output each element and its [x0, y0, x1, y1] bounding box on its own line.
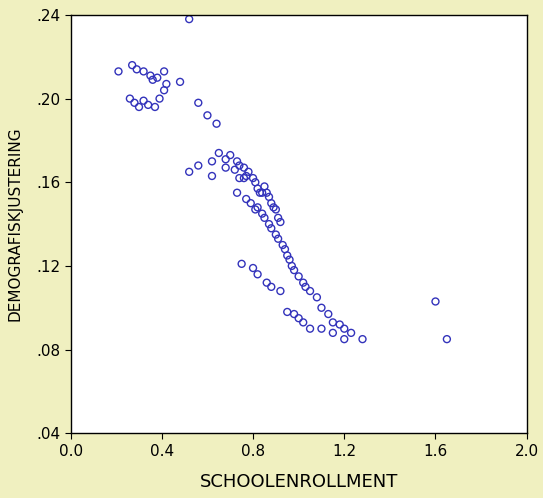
Point: [272, 206, 280, 214]
Point: [128, 61, 136, 69]
Point: [144, 101, 153, 109]
Point: [301, 283, 310, 291]
Point: [264, 220, 273, 228]
Point: [214, 149, 223, 157]
Point: [130, 99, 139, 107]
Point: [287, 262, 296, 270]
Point: [262, 279, 271, 287]
Point: [242, 195, 250, 203]
Point: [281, 245, 289, 253]
Point: [340, 335, 349, 343]
Point: [146, 72, 155, 80]
Point: [194, 161, 203, 169]
Point: [317, 325, 326, 333]
Point: [150, 103, 159, 111]
Point: [299, 318, 307, 326]
Point: [443, 335, 451, 343]
Point: [135, 103, 143, 111]
Point: [235, 161, 244, 169]
Point: [267, 283, 276, 291]
Point: [160, 67, 168, 75]
Point: [148, 76, 157, 84]
Point: [274, 235, 282, 243]
Point: [230, 166, 239, 174]
Point: [290, 310, 299, 318]
Point: [340, 325, 349, 333]
Point: [431, 297, 440, 305]
Point: [244, 168, 253, 176]
Point: [207, 157, 216, 165]
Point: [324, 310, 333, 318]
Point: [242, 172, 250, 180]
Point: [251, 206, 260, 214]
Point: [132, 65, 141, 73]
Point: [162, 80, 171, 88]
Point: [256, 189, 264, 197]
Point: [139, 67, 148, 75]
Point: [264, 193, 273, 201]
Point: [299, 279, 307, 287]
Point: [258, 210, 267, 218]
Point: [160, 86, 168, 94]
Point: [185, 168, 193, 176]
Point: [235, 174, 244, 182]
Point: [279, 241, 287, 249]
Point: [306, 325, 314, 333]
Point: [194, 99, 203, 107]
Point: [114, 67, 123, 75]
Point: [176, 78, 185, 86]
Point: [251, 178, 260, 186]
Point: [125, 95, 134, 103]
Point: [249, 264, 257, 272]
Point: [247, 199, 255, 207]
Point: [253, 270, 262, 278]
Point: [276, 218, 285, 226]
Point: [260, 214, 269, 222]
Point: [253, 185, 262, 193]
Point: [347, 329, 356, 337]
Point: [329, 318, 337, 326]
Point: [262, 189, 271, 197]
Point: [249, 174, 257, 182]
Point: [336, 321, 344, 329]
Point: [185, 15, 193, 23]
Point: [139, 97, 148, 105]
Point: [313, 293, 321, 301]
Point: [239, 174, 248, 182]
Point: [203, 112, 212, 120]
Point: [358, 335, 367, 343]
Point: [274, 214, 282, 222]
Point: [239, 164, 248, 172]
Point: [329, 329, 337, 337]
Point: [294, 272, 303, 280]
Point: [276, 287, 285, 295]
Point: [207, 172, 216, 180]
Point: [272, 231, 280, 239]
Point: [283, 251, 292, 259]
Point: [233, 189, 242, 197]
Point: [267, 199, 276, 207]
Point: [285, 255, 294, 263]
Point: [317, 304, 326, 312]
Point: [267, 224, 276, 232]
X-axis label: SCHOOLENROLLMENT: SCHOOLENROLLMENT: [199, 473, 398, 491]
Point: [226, 151, 235, 159]
Point: [258, 189, 267, 197]
Point: [153, 74, 162, 82]
Point: [306, 287, 314, 295]
Point: [155, 95, 164, 103]
Point: [283, 308, 292, 316]
Point: [237, 260, 246, 268]
Point: [253, 203, 262, 211]
Point: [294, 314, 303, 322]
Point: [260, 182, 269, 190]
Point: [222, 164, 230, 172]
Point: [212, 120, 221, 127]
Y-axis label: DEMOGRAFISKJUSTERING: DEMOGRAFISKJUSTERING: [7, 127, 22, 321]
Point: [269, 203, 278, 211]
Point: [222, 155, 230, 163]
Point: [233, 157, 242, 165]
Point: [290, 266, 299, 274]
